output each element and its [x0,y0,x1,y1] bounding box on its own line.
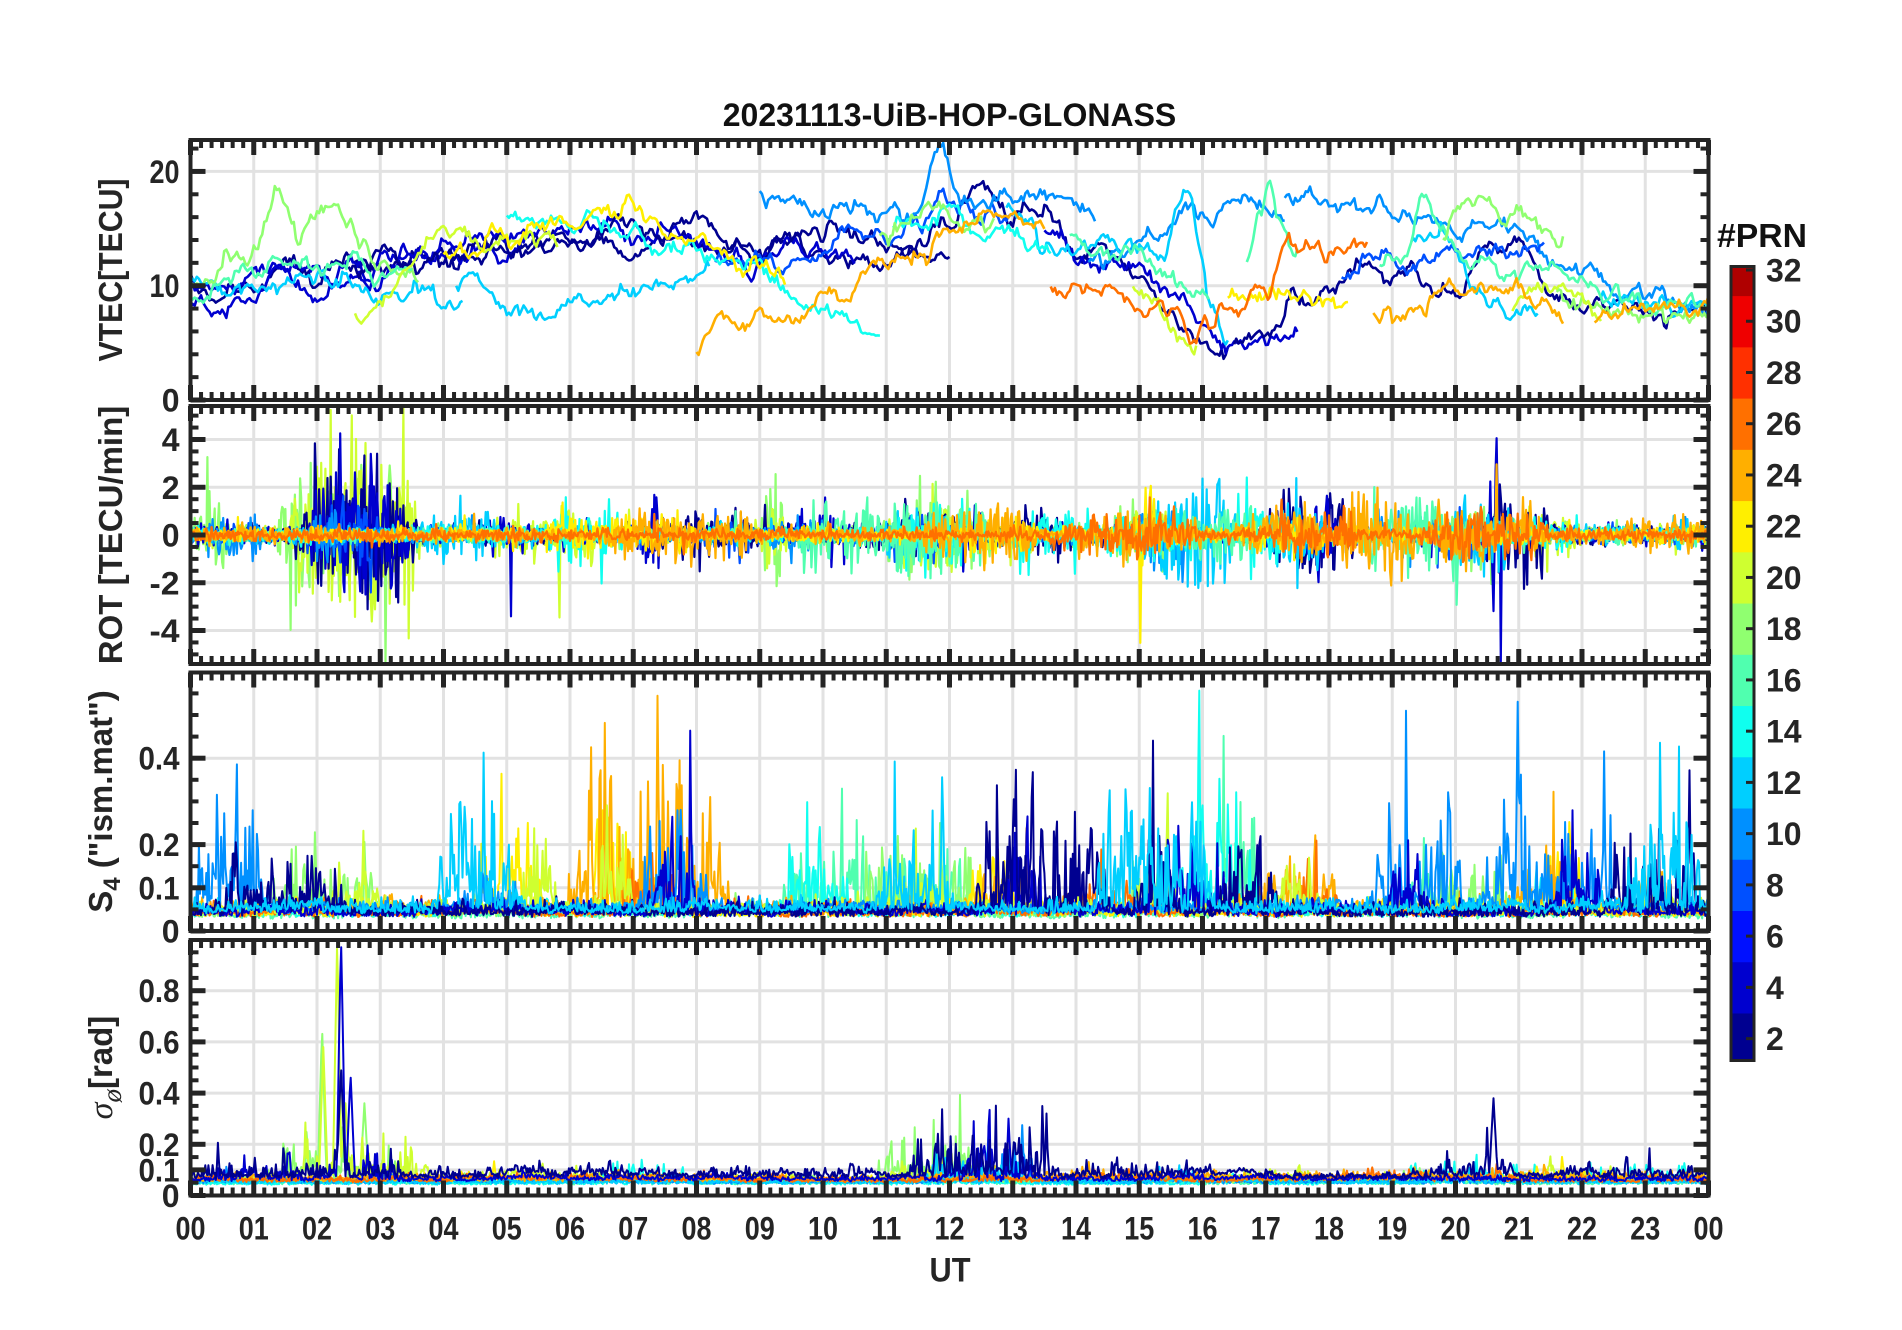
svg-text:0.2: 0.2 [139,1127,180,1163]
svg-text:23: 23 [1630,1211,1660,1247]
svg-text:6: 6 [1766,919,1784,955]
svg-text:02: 02 [302,1211,332,1247]
svg-text:UT: UT [930,1252,971,1290]
svg-text:10: 10 [150,268,180,304]
svg-text:24: 24 [1766,457,1802,493]
svg-text:18: 18 [1766,611,1802,647]
svg-text:08: 08 [682,1211,712,1247]
svg-text:01: 01 [239,1211,269,1247]
svg-text:30: 30 [1766,304,1802,340]
svg-text:0: 0 [162,383,180,419]
svg-text:σø[rad]: σø[rad] [82,1016,127,1120]
svg-text:18: 18 [1314,1211,1344,1247]
svg-text:8: 8 [1766,867,1784,903]
svg-text:05: 05 [492,1211,522,1247]
svg-text:00: 00 [1694,1211,1724,1247]
svg-text:20: 20 [150,154,180,190]
svg-text:14: 14 [1766,714,1802,750]
svg-text:0: 0 [162,518,180,554]
svg-text:20: 20 [1766,560,1802,596]
svg-text:2: 2 [1766,1021,1784,1057]
svg-text:20: 20 [1441,1211,1471,1247]
svg-text:4: 4 [162,422,180,458]
svg-text:22: 22 [1567,1211,1597,1247]
svg-text:2: 2 [162,470,180,506]
svg-text:06: 06 [555,1211,585,1247]
svg-text:0.1: 0.1 [139,870,180,906]
svg-text:26: 26 [1766,406,1802,442]
svg-text:32: 32 [1766,253,1802,289]
svg-text:0.2: 0.2 [139,827,180,863]
svg-text:10: 10 [808,1211,838,1247]
svg-text:14: 14 [1061,1211,1091,1247]
svg-text:07: 07 [618,1211,648,1247]
svg-text:0.1: 0.1 [139,1152,180,1188]
svg-text:VTEC[TECU]: VTEC[TECU] [92,179,129,362]
svg-text:17: 17 [1251,1211,1281,1247]
svg-text:10: 10 [1766,816,1802,852]
svg-text:0: 0 [162,1178,180,1214]
svg-text:0.4: 0.4 [139,1076,180,1112]
svg-text:21: 21 [1504,1211,1534,1247]
svg-text:03: 03 [365,1211,395,1247]
svg-text:04: 04 [429,1211,459,1247]
svg-text:12: 12 [1766,765,1802,801]
svg-text:12: 12 [935,1211,965,1247]
svg-text:11: 11 [871,1211,901,1247]
svg-text:15: 15 [1124,1211,1154,1247]
svg-text:ROT [TECU/min]: ROT [TECU/min] [92,406,129,664]
svg-text:0.6: 0.6 [139,1024,180,1060]
svg-text:28: 28 [1766,355,1802,391]
svg-text:00: 00 [176,1211,206,1247]
svg-text:-2: -2 [150,565,180,601]
svg-text:4: 4 [1766,970,1784,1006]
svg-text:#PRN: #PRN [1717,217,1807,254]
svg-text:09: 09 [745,1211,775,1247]
svg-text:20231113-UiB-HOP-GLONASS: 20231113-UiB-HOP-GLONASS [723,97,1177,133]
svg-text:-4: -4 [150,613,180,649]
svg-text:13: 13 [998,1211,1028,1247]
svg-text:0: 0 [162,914,180,950]
svg-text:S4 ("ism.mat"): S4 ("ism.mat") [82,690,126,913]
svg-text:19: 19 [1377,1211,1407,1247]
svg-text:0.4: 0.4 [139,741,180,777]
svg-text:16: 16 [1766,662,1802,698]
svg-text:16: 16 [1188,1211,1218,1247]
svg-text:0.8: 0.8 [139,973,180,1009]
svg-text:22: 22 [1766,509,1802,545]
